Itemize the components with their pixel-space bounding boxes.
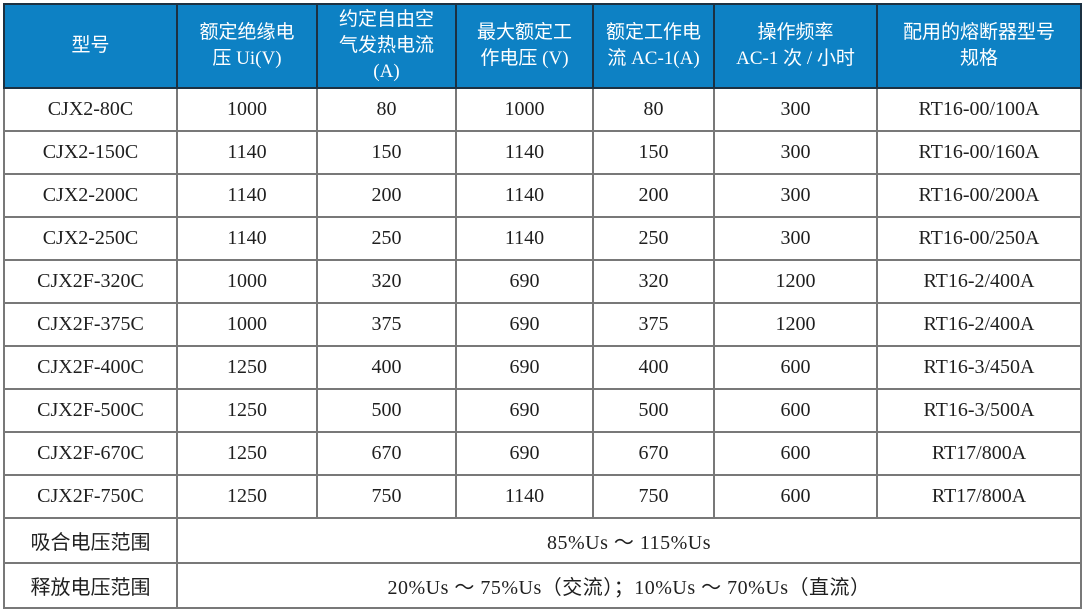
table-cell: 150	[316, 130, 457, 175]
table-cell: 300	[713, 173, 878, 218]
table-cell: 1140	[455, 130, 594, 175]
table-cell: 400	[592, 345, 715, 390]
table-cell: 1250	[176, 345, 318, 390]
table-cell: 600	[713, 345, 878, 390]
table-cell: 1000	[176, 259, 318, 304]
table-cell: 250	[592, 216, 715, 261]
table-cell: 1250	[176, 474, 318, 519]
table-cell: 690	[455, 431, 594, 476]
model-cell: CJX2F-400C	[3, 345, 178, 390]
release-voltage-range-row: 释放电压范围 20%Us ～ 75%Us（交流）；10%Us ～ 70%Us（直…	[3, 562, 1082, 609]
col-header-fuse-type-spec: 配用的熔断器型号 规格	[876, 3, 1082, 89]
model-cell: CJX2F-750C	[3, 474, 178, 519]
table-cell: 200	[316, 173, 457, 218]
table-row: CJX2F-670C 1250 670 690 670 600 RT17/800…	[3, 431, 1082, 476]
table-cell: 500	[592, 388, 715, 433]
table-cell: 80	[592, 87, 715, 132]
table-cell: 690	[455, 345, 594, 390]
model-cell: CJX2-250C	[3, 216, 178, 261]
table-cell: 500	[316, 388, 457, 433]
table-cell: RT17/800A	[876, 431, 1082, 476]
table-cell: 1250	[176, 388, 318, 433]
table-cell: 1000	[455, 87, 594, 132]
table-cell: 750	[592, 474, 715, 519]
table-row: CJX2-250C 1140 250 1140 250 300 RT16-00/…	[3, 216, 1082, 261]
table-cell: 750	[316, 474, 457, 519]
table-cell: RT16-2/400A	[876, 259, 1082, 304]
model-cell: CJX2-150C	[3, 130, 178, 175]
table-cell: 300	[713, 216, 878, 261]
table-cell: 690	[455, 302, 594, 347]
col-header-operating-frequency: 操作频率 AC-1 次 / 小时	[713, 3, 878, 89]
table-row: CJX2-200C 1140 200 1140 200 300 RT16-00/…	[3, 173, 1082, 218]
table-cell: 1140	[455, 216, 594, 261]
table-cell: 300	[713, 130, 878, 175]
table-cell: 670	[592, 431, 715, 476]
table-cell: 690	[455, 259, 594, 304]
table-cell: RT16-00/160A	[876, 130, 1082, 175]
table-cell: 400	[316, 345, 457, 390]
table-cell: 200	[592, 173, 715, 218]
table-cell: 320	[592, 259, 715, 304]
contactor-spec-table: 型号 额定绝缘电 压 Ui(V) 约定自由空 气发热电流 (A) 最大额定工 作…	[3, 3, 1082, 609]
model-cell: CJX2F-500C	[3, 388, 178, 433]
table-cell: 1140	[176, 216, 318, 261]
table-cell: RT16-3/450A	[876, 345, 1082, 390]
model-cell: CJX2F-375C	[3, 302, 178, 347]
table-row: CJX2-150C 1140 150 1140 150 300 RT16-00/…	[3, 130, 1082, 175]
col-header-model: 型号	[3, 3, 178, 89]
table-cell: 80	[316, 87, 457, 132]
table-cell: 600	[713, 431, 878, 476]
model-cell: CJX2-80C	[3, 87, 178, 132]
col-header-rated-working-current-ac1: 额定工作电 流 AC-1(A)	[592, 3, 715, 89]
table-cell: 375	[592, 302, 715, 347]
col-header-max-rated-working-voltage: 最大额定工 作电压 (V)	[455, 3, 594, 89]
table-cell: 375	[316, 302, 457, 347]
model-cell: CJX2-200C	[3, 173, 178, 218]
table-cell: RT16-00/250A	[876, 216, 1082, 261]
release-voltage-range-label: 释放电压范围	[3, 562, 178, 609]
table-row: CJX2F-500C 1250 500 690 500 600 RT16-3/5…	[3, 388, 1082, 433]
table-cell: 600	[713, 388, 878, 433]
pickup-voltage-range-row: 吸合电压范围 85%Us ～ 115%Us	[3, 517, 1082, 564]
table-row: CJX2F-375C 1000 375 690 375 1200 RT16-2/…	[3, 302, 1082, 347]
table-cell: 600	[713, 474, 878, 519]
table-cell: 1140	[455, 173, 594, 218]
table-cell: 1000	[176, 87, 318, 132]
col-header-rated-insulation-voltage: 额定绝缘电 压 Ui(V)	[176, 3, 318, 89]
table-cell: 250	[316, 216, 457, 261]
table-cell: 320	[316, 259, 457, 304]
table-cell: 1200	[713, 259, 878, 304]
table-cell: 1140	[176, 173, 318, 218]
table-cell: RT16-3/500A	[876, 388, 1082, 433]
table-cell: 300	[713, 87, 878, 132]
pickup-voltage-range-label: 吸合电压范围	[3, 517, 178, 564]
pickup-voltage-range-value: 85%Us ～ 115%Us	[176, 517, 1082, 564]
table-cell: RT17/800A	[876, 474, 1082, 519]
table-cell: 1250	[176, 431, 318, 476]
model-cell: CJX2F-670C	[3, 431, 178, 476]
table-cell: 1140	[176, 130, 318, 175]
table-cell: 670	[316, 431, 457, 476]
model-cell: CJX2F-320C	[3, 259, 178, 304]
table-cell: 1000	[176, 302, 318, 347]
table-row: CJX2F-320C 1000 320 690 320 1200 RT16-2/…	[3, 259, 1082, 304]
table-cell: RT16-2/400A	[876, 302, 1082, 347]
table-cell: 1200	[713, 302, 878, 347]
table-row: CJX2F-400C 1250 400 690 400 600 RT16-3/4…	[3, 345, 1082, 390]
table-cell: RT16-00/100A	[876, 87, 1082, 132]
header-row: 型号 额定绝缘电 压 Ui(V) 约定自由空 气发热电流 (A) 最大额定工 作…	[3, 3, 1082, 89]
table-cell: 1140	[455, 474, 594, 519]
table-row: CJX2F-750C 1250 750 1140 750 600 RT17/80…	[3, 474, 1082, 519]
table-row: CJX2-80C 1000 80 1000 80 300 RT16-00/100…	[3, 87, 1082, 132]
release-voltage-range-value: 20%Us ～ 75%Us（交流）；10%Us ～ 70%Us（直流）	[176, 562, 1082, 609]
table-cell: RT16-00/200A	[876, 173, 1082, 218]
table-cell: 690	[455, 388, 594, 433]
col-header-free-air-thermal-current: 约定自由空 气发热电流 (A)	[316, 3, 457, 89]
table-cell: 150	[592, 130, 715, 175]
